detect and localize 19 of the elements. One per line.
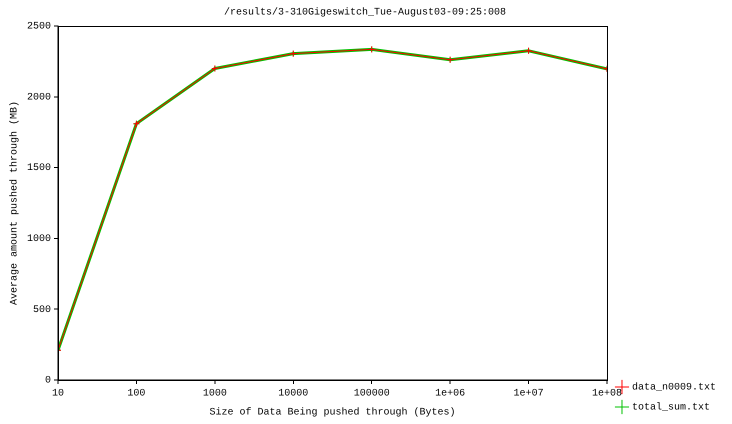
y-tick-label: 0: [44, 376, 52, 387]
x-tick-label: 100000: [354, 388, 390, 400]
legend-label: total_sum.txt: [632, 402, 710, 414]
x-tick-label: 1e+07: [514, 388, 544, 400]
x-tick-label: 1e+08: [592, 388, 622, 400]
x-tick-label: 10000: [278, 388, 308, 400]
chart-title: /results/3-310Gigeswitch_Tue-August03-09:25:008: [224, 6, 506, 19]
y-tick-label: 2000: [26, 92, 52, 104]
x-tick-label: 100: [127, 388, 146, 400]
x-tick-label: 1e+06: [435, 388, 466, 400]
x-tick-label: 1000: [202, 388, 227, 400]
y-tick-label: 2500: [26, 22, 52, 33]
x-axis-title: Size of Data Being pushed through (Bytes): [209, 406, 456, 419]
legend-label: data_n0009.txt: [632, 382, 716, 394]
y-tick-label: 1000: [26, 234, 52, 246]
x-tick-label: 10: [52, 388, 64, 400]
y-tick-label: 500: [32, 304, 52, 316]
y-axis-title: Average amount pushed through (MB): [8, 100, 21, 306]
y-tick-label: 1500: [26, 163, 52, 174]
